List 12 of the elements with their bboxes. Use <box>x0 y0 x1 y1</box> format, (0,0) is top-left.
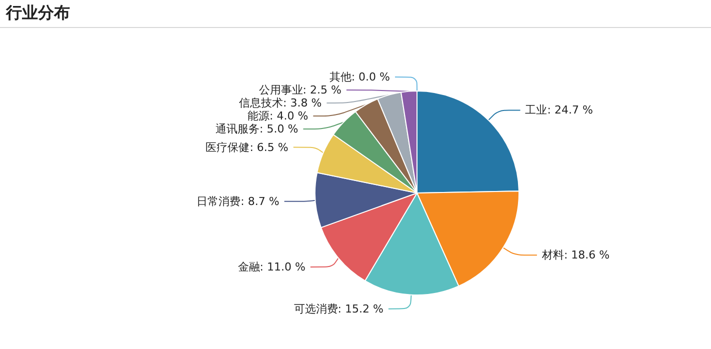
text: 行业分布 <box>6 3 70 24</box>
slice-label: 公用事业: 2.5 % <box>258 84 342 96</box>
slice-label: 日常消费: 8.7 % <box>196 194 280 208</box>
slice-label: 工业: 24.7 % <box>525 104 593 117</box>
slice-label: 通讯服务: 5.0 % <box>216 122 298 136</box>
slice-label: 医疗保健: 6.5 % <box>206 140 288 154</box>
slice-label: 材料: 18.6 % <box>540 248 610 262</box>
legend-label: 其他: 0.0 % <box>329 70 390 84</box>
slice-label: 可选消费: 15.2 % <box>294 302 384 316</box>
slice-label: 金融: 11.0 % <box>238 260 306 274</box>
slice-label: 信息技术: 3.8 % <box>239 96 322 110</box>
slice-label: 能源: 4.0 % <box>248 110 308 122</box>
